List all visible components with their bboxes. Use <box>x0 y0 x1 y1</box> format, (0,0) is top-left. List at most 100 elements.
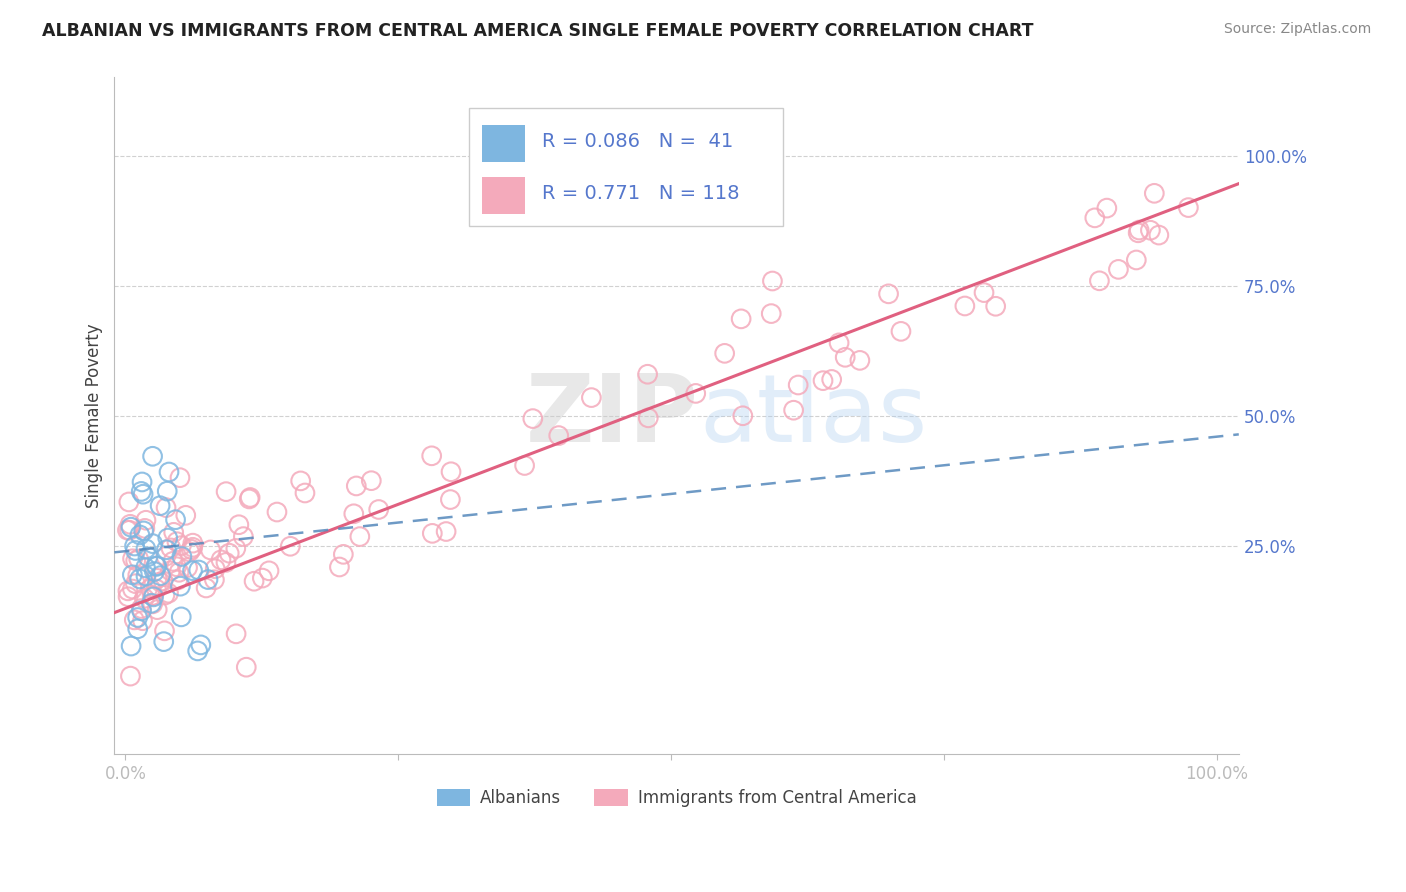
Point <box>117 523 139 537</box>
Point <box>157 465 180 479</box>
Point <box>135 569 157 583</box>
Point <box>1107 262 1129 277</box>
Point <box>139 582 162 596</box>
Point <box>166 573 188 587</box>
Point <box>159 564 181 578</box>
Point <box>1143 186 1166 201</box>
Point <box>131 614 153 628</box>
Point <box>141 589 163 603</box>
Point <box>131 601 153 615</box>
Point <box>127 610 149 624</box>
Point <box>165 513 187 527</box>
Point <box>420 526 443 541</box>
Text: R = 0.086   N =  41: R = 0.086 N = 41 <box>541 132 733 152</box>
Point <box>187 563 209 577</box>
Point <box>547 428 569 442</box>
Point <box>849 353 872 368</box>
Point <box>811 374 834 388</box>
Point <box>730 311 752 326</box>
Point <box>160 541 183 555</box>
Point <box>142 450 165 464</box>
Point <box>129 528 152 542</box>
Y-axis label: Single Female Poverty: Single Female Poverty <box>86 324 103 508</box>
Point <box>136 549 159 564</box>
Point <box>787 378 810 392</box>
Point <box>128 572 150 586</box>
Point <box>124 554 146 568</box>
Point <box>782 403 804 417</box>
Point <box>146 571 169 585</box>
Point <box>176 560 198 574</box>
FancyBboxPatch shape <box>482 125 524 162</box>
Point <box>131 604 153 618</box>
Point <box>209 553 232 567</box>
Point <box>146 602 169 616</box>
Point <box>266 505 288 519</box>
Point <box>135 541 157 556</box>
Point <box>155 542 177 557</box>
Point <box>163 525 186 540</box>
Point <box>149 574 172 589</box>
Point <box>124 613 146 627</box>
Point <box>181 536 204 550</box>
Point <box>190 638 212 652</box>
Point <box>120 520 142 534</box>
Point <box>1177 201 1199 215</box>
Point <box>984 299 1007 313</box>
Point <box>149 568 172 582</box>
Point <box>257 564 280 578</box>
Point <box>152 634 174 648</box>
Point <box>204 573 226 587</box>
Point <box>155 549 177 564</box>
Point <box>181 541 204 555</box>
Point <box>152 574 174 588</box>
Point <box>225 541 247 556</box>
Point <box>218 546 240 560</box>
FancyBboxPatch shape <box>468 108 783 227</box>
Point <box>170 610 193 624</box>
Point <box>232 530 254 544</box>
Point <box>1125 252 1147 267</box>
Point <box>890 324 912 338</box>
Point <box>344 479 367 493</box>
Point <box>142 590 165 604</box>
Point <box>637 410 659 425</box>
Point <box>1084 211 1107 225</box>
Point <box>197 573 219 587</box>
Point <box>121 551 143 566</box>
Point <box>239 491 262 505</box>
Point <box>117 583 139 598</box>
Point <box>131 475 153 489</box>
Point <box>821 372 844 386</box>
Point <box>118 523 141 537</box>
Point <box>166 534 188 549</box>
Point <box>153 624 176 638</box>
Point <box>343 507 366 521</box>
Point <box>225 627 247 641</box>
Point <box>204 562 226 576</box>
Point <box>215 555 238 569</box>
Point <box>294 486 316 500</box>
Point <box>243 574 266 589</box>
Point <box>127 622 149 636</box>
Point <box>145 582 167 596</box>
Point <box>685 386 707 401</box>
Point <box>170 549 193 564</box>
Text: R = 0.771   N = 118: R = 0.771 N = 118 <box>541 185 740 203</box>
Point <box>1147 228 1170 243</box>
Point <box>134 591 156 606</box>
Point <box>1139 223 1161 237</box>
Point <box>129 484 152 499</box>
Point <box>121 582 143 596</box>
Point <box>134 561 156 575</box>
Point <box>170 539 193 553</box>
Point <box>179 545 201 559</box>
Point <box>146 559 169 574</box>
Point <box>169 470 191 484</box>
Point <box>132 487 155 501</box>
Legend: Albanians, Immigrants from Central America: Albanians, Immigrants from Central Ameri… <box>430 782 924 814</box>
Point <box>157 586 180 600</box>
Point <box>142 589 165 603</box>
Point <box>121 567 143 582</box>
Point <box>761 274 783 288</box>
